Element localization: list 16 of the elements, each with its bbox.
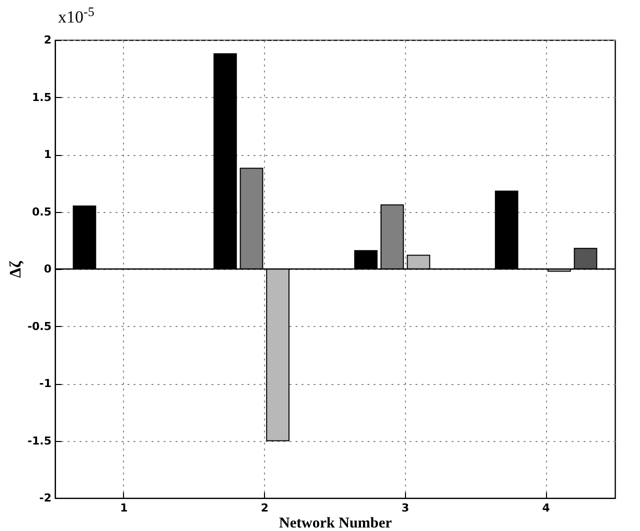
x-tick-label: 2: [260, 502, 268, 514]
x-tick-label: 4: [542, 502, 550, 514]
x-tick-label: 3: [402, 502, 410, 514]
y-tick-label: 1.5: [32, 90, 52, 104]
x-axis-title: Network Number: [279, 516, 392, 531]
y-tick-label: 0: [44, 262, 52, 276]
text: x10$^{-5}$: [58, 4, 94, 28]
y-tick-label: -1.5: [27, 434, 52, 448]
y-axis-title: Δζ: [7, 260, 24, 278]
y-tick-label: -0.5: [27, 320, 52, 333]
y-tick-label: 0.5: [32, 205, 52, 218]
y-tick-label: -2: [39, 492, 52, 504]
y-tick-label: 2: [44, 34, 52, 46]
y-tick-label: 1: [44, 148, 52, 161]
y-tick-label: -1: [39, 377, 52, 390]
x-tick-label: 1: [120, 502, 128, 514]
